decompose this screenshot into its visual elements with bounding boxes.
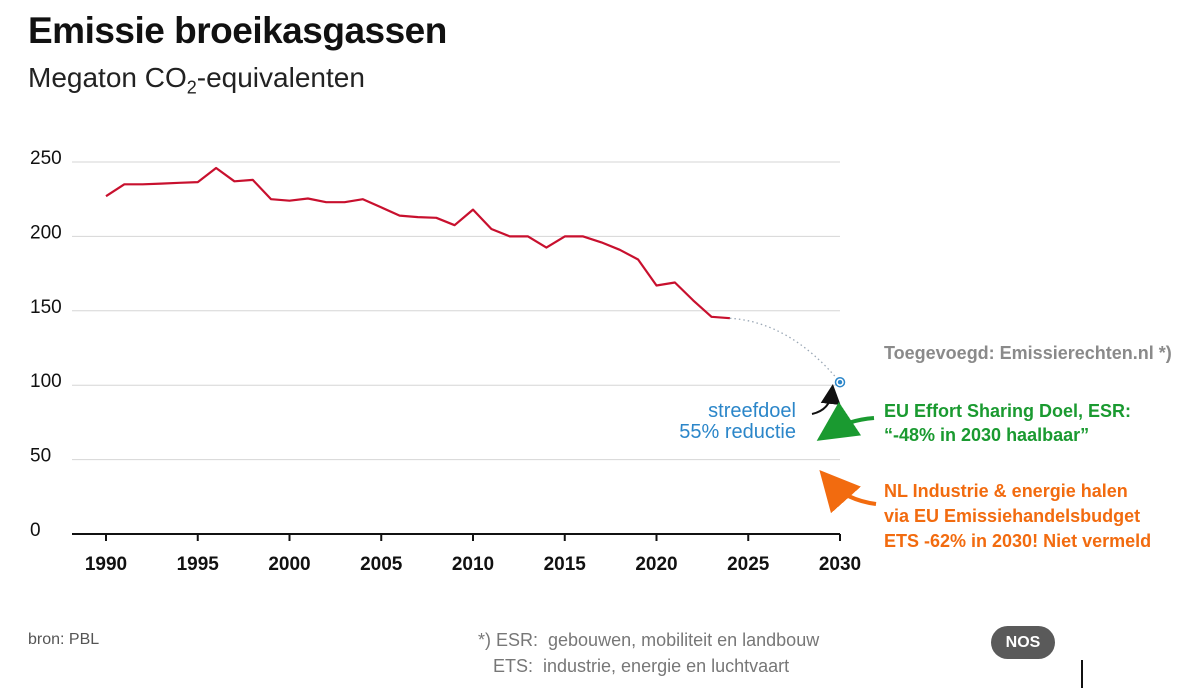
emission-line bbox=[105, 166, 730, 320]
target-label-line1: streefdoel bbox=[708, 400, 796, 422]
nos-logo: NOS bbox=[991, 626, 1055, 659]
esr-arrow bbox=[816, 402, 875, 441]
subtitle-prefix: Megaton CO bbox=[28, 62, 187, 93]
y-tick-label: 200 bbox=[30, 222, 62, 243]
subtitle-suffix: -equivalenten bbox=[196, 62, 365, 93]
x-tick-label: 1990 bbox=[85, 554, 127, 575]
target-arrow bbox=[811, 384, 841, 415]
x-tick-label: 2025 bbox=[727, 554, 770, 575]
footnote-line2: ETS: industrie, energie en luchtvaart bbox=[478, 656, 790, 676]
y-tick-label: 150 bbox=[30, 297, 62, 318]
ets-arrow bbox=[819, 470, 877, 514]
x-tick-label: 2020 bbox=[635, 554, 677, 575]
ets-line1: NL Industrie & energie halen bbox=[884, 481, 1128, 501]
y-tick-label: 50 bbox=[30, 446, 51, 467]
x-tick-label: 1995 bbox=[177, 554, 220, 575]
subtitle-subscript: 2 bbox=[186, 77, 197, 98]
text-cursor bbox=[1081, 660, 1083, 688]
ets-line3: ETS -62% in 2030! Niet vermeld bbox=[884, 531, 1151, 551]
ets-line2: via EU Emissiehandelsbudget bbox=[884, 506, 1140, 526]
projection-line bbox=[729, 317, 841, 383]
target-label-line2: 55% reductie bbox=[679, 421, 796, 443]
esr-line2: “-48% in 2030 haalbaar” bbox=[884, 425, 1089, 445]
footnote: *) ESR: gebouwen, mobiliteit en landbouw… bbox=[478, 627, 819, 679]
y-tick-label: 250 bbox=[30, 148, 62, 169]
esr-line1: EU Effort Sharing Doel, ESR: bbox=[884, 401, 1131, 421]
grid-layer bbox=[72, 161, 840, 535]
target-point bbox=[837, 380, 843, 385]
x-tick-label: 2030 bbox=[819, 554, 861, 575]
x-tick-label: 2005 bbox=[360, 554, 403, 575]
added-by-note: Toegevoegd: Emissierechten.nl *) bbox=[884, 343, 1172, 363]
chart-subtitle: Megaton CO2-equivalenten bbox=[28, 62, 365, 99]
series-layer bbox=[105, 166, 846, 388]
y-tick-label: 100 bbox=[30, 371, 62, 392]
tick-layer: 0 50 100 150 200 250 1990 1995 2000 2005 2010 2015 2… bbox=[30, 148, 861, 575]
x-tick-label: 2000 bbox=[268, 554, 310, 575]
chart-title: Emissie broeikasgassen bbox=[28, 10, 447, 51]
y-tick-label: 0 bbox=[30, 520, 41, 541]
x-tick-label: 2010 bbox=[452, 554, 494, 575]
source-credit: bron: PBL bbox=[28, 631, 100, 648]
x-tick-label: 2015 bbox=[544, 554, 587, 575]
footnote-line1: *) ESR: gebouwen, mobiliteit en landbouw bbox=[478, 630, 820, 650]
